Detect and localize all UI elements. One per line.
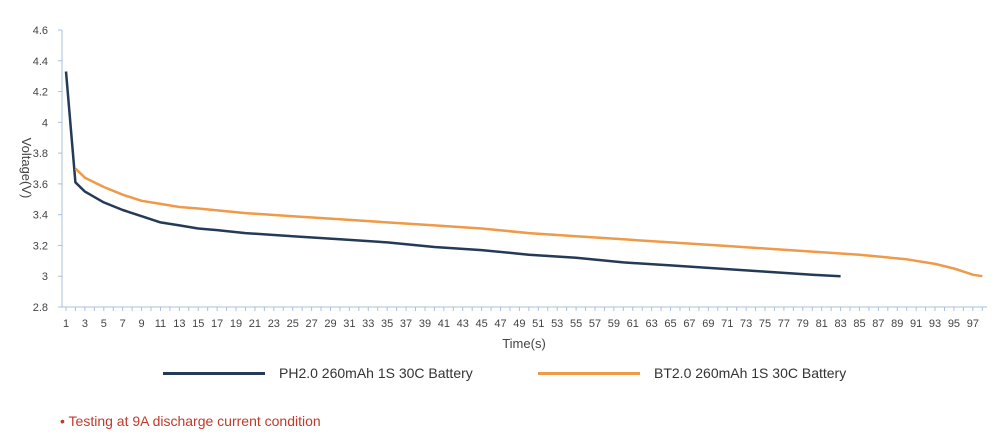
x-tick-label: 65 [664,318,676,330]
x-tick-label: 3 [82,318,88,330]
x-tick-label: 89 [891,318,903,330]
x-tick-label: 73 [740,318,752,330]
x-tick-label: 17 [211,318,223,330]
x-tick-label: 57 [589,318,601,330]
x-tick-label: 37 [400,318,412,330]
x-tick-label: 53 [551,318,563,330]
x-tick-label: 77 [778,318,790,330]
x-tick-label: 21 [249,318,261,330]
y-tick-label: 3 [42,271,48,283]
x-tick-label: 1 [63,318,69,330]
voltage-time-chart: 2.833.23.43.63.844.24.44.6 1 3 5 7 9 11 13 15 17… [19,25,987,351]
x-tick-label: 13 [173,318,185,330]
test-condition-note: • Testing at 9A discharge current condit… [60,413,321,429]
x-tick-label: 91 [910,318,922,330]
x-tick-label: 55 [570,318,582,330]
x-tick-label: 41 [438,318,450,330]
x-tick-label: 45 [476,318,488,330]
x-tick-label: 67 [683,318,695,330]
x-tick-label: 5 [101,318,107,330]
series-line-0 [64,71,841,278]
x-tick-label: 9 [139,318,145,330]
x-tick-label: 83 [834,318,846,330]
y-tick-label: 4 [42,117,48,129]
x-tick-label: 69 [702,318,714,330]
legend-swatch-ph2 [163,371,265,375]
y-tick-label: 3.8 [33,148,48,160]
x-tick-label: 19 [230,318,242,330]
x-tick-label: 31 [343,318,355,330]
x-tick-label: 33 [362,318,374,330]
x-tick-label: 11 [155,318,166,330]
legend-label-ph2: PH2.0 260mAh 1S 30C Battery [279,365,473,381]
x-tick-label: 43 [457,318,469,330]
x-tick-label: 27 [305,318,317,330]
y-tick-label: 3.4 [33,210,48,222]
x-tick-label: 29 [324,318,336,330]
x-tick-label: 85 [853,318,865,330]
legend-item-ph2: PH2.0 260mAh 1S 30C Battery [163,365,473,381]
x-tick-label: 87 [872,318,884,330]
x-tick-label: 61 [627,318,639,330]
x-tick-label: 7 [120,318,126,330]
series-lines [64,71,983,278]
x-tick-label: 95 [948,318,960,330]
x-tick-label: 51 [532,318,544,330]
legend-item-bt2: BT2.0 260mAh 1S 30C Battery [538,365,846,381]
y-tick-label: 4.2 [33,87,48,99]
x-tick-label: 63 [646,318,658,330]
series-line-1 [74,167,983,278]
x-tick-label: 25 [287,318,299,330]
y-tick-label: 3.6 [33,179,48,191]
x-minor-ticks [58,29,983,311]
x-axis-label: Time(s) [502,336,546,351]
x-tick-label: 23 [268,318,280,330]
x-tick-label: 47 [494,318,506,330]
x-tick-label: 39 [419,318,431,330]
y-axis-label: Voltage(V) [19,138,34,199]
x-tick-label: 59 [608,318,620,330]
x-tick-label: 49 [513,318,525,330]
y-tick-label: 4.4 [33,56,48,68]
x-tick-label: 75 [759,318,771,330]
y-tick-label: 3.2 [33,240,48,252]
legend-label-bt2: BT2.0 260mAh 1S 30C Battery [654,365,847,381]
x-tick-label: 35 [381,318,393,330]
y-tick-label: 4.6 [33,25,48,37]
y-tick-label: 2.8 [33,302,48,314]
x-tick-label: 71 [721,318,733,330]
x-tick-labels: 1 3 5 7 9 11 13 15 17 19 21 23 25 27 29 31 33 35 37 39 41 43 4… [63,318,979,330]
y-tick-labels: 2.8 3 3.2 3.4 3.6 3.8 4 4.2 4.4 4.6 [33,25,48,314]
x-tick-label: 93 [929,318,941,330]
legend-swatch-bt2 [538,371,640,375]
x-tick-label: 81 [816,318,828,330]
x-tick-label: 97 [967,318,979,330]
x-tick-label: 15 [192,318,204,330]
x-tick-label: 79 [797,318,809,330]
